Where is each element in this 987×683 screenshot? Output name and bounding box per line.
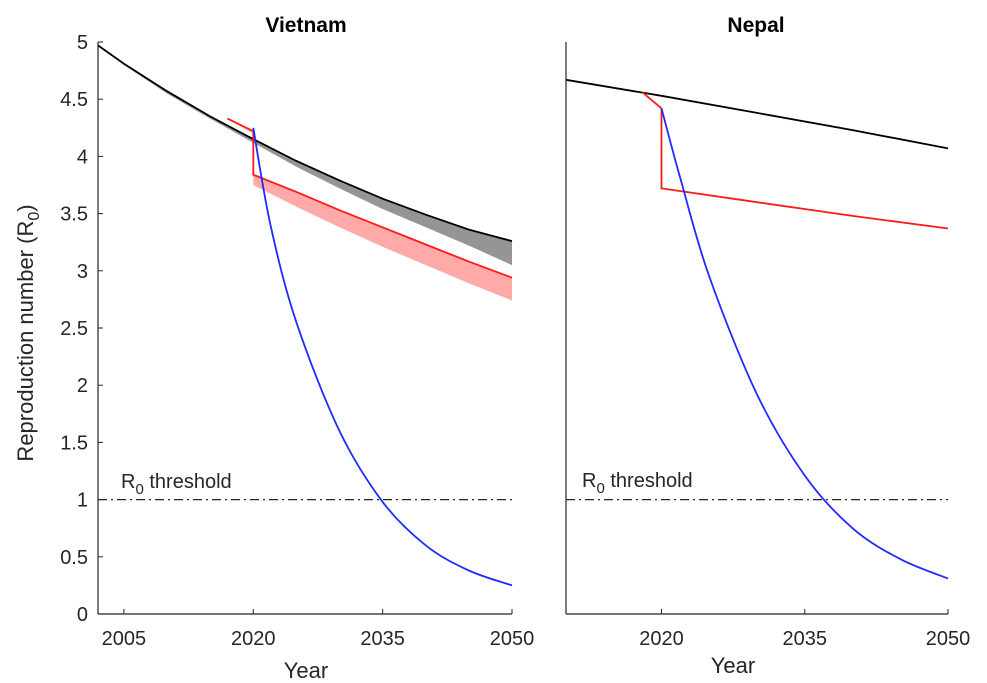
nepal-panel: Nepal 2020 2035 2050 R0 threshold Year bbox=[565, 14, 970, 678]
vietnam-y-tick-label: 2 bbox=[77, 375, 88, 397]
nepal-blue-line bbox=[660, 108, 949, 580]
nepal-x-tick-label: 2050 bbox=[926, 628, 971, 650]
vietnam-y-tick-label: 2.5 bbox=[60, 318, 88, 340]
vietnam-title: Vietnam bbox=[265, 14, 346, 37]
nepal-ticks: 2020 2035 2050 bbox=[639, 609, 970, 650]
nepal-x-axis-label: Year bbox=[711, 653, 755, 678]
vietnam-threshold-r: R bbox=[121, 471, 135, 493]
vietnam-x-tick-label: 2035 bbox=[360, 628, 405, 650]
vietnam-threshold-rest: threshold bbox=[144, 471, 232, 493]
vietnam-black-uncertainty-band bbox=[98, 45, 512, 266]
vietnam-y-tick-label: 1 bbox=[77, 490, 88, 512]
vietnam-y-tick-label: 4 bbox=[77, 146, 88, 168]
vietnam-axes bbox=[97, 42, 512, 615]
vietnam-red-line bbox=[227, 117, 513, 279]
vietnam-black-line bbox=[97, 44, 513, 242]
vietnam-y-tick-label: 0 bbox=[77, 604, 88, 626]
vietnam-x-axis-label: Year bbox=[284, 658, 328, 683]
vietnam-y-tick-label: 3.5 bbox=[60, 204, 88, 226]
vietnam-panel: Vietnam 2005 2020 2035 2050 0 0.5 1 1.5 2 2.5 3 3.5… bbox=[60, 14, 534, 683]
nepal-threshold-r: R bbox=[582, 470, 596, 492]
nepal-axes bbox=[565, 42, 948, 615]
vietnam-threshold-sub: 0 bbox=[135, 481, 143, 498]
nepal-threshold-sub: 0 bbox=[596, 480, 604, 497]
vietnam-x-tick-label: 2005 bbox=[102, 628, 147, 650]
vietnam-y-tick-label: 5 bbox=[77, 32, 88, 54]
nepal-threshold-label: R0 threshold bbox=[582, 470, 693, 497]
y-axis-label-main: Reproduction number (R bbox=[13, 221, 38, 462]
nepal-lines bbox=[565, 78, 949, 580]
y-axis-label-close: ) bbox=[13, 204, 38, 211]
vietnam-threshold-label: R0 threshold bbox=[121, 471, 232, 498]
vietnam-x-tick-label: 2020 bbox=[231, 628, 276, 650]
vietnam-y-tick-label: 1.5 bbox=[60, 432, 88, 454]
nepal-title: Nepal bbox=[727, 14, 784, 37]
vietnam-y-tick-label: 4.5 bbox=[60, 89, 88, 111]
nepal-x-tick-label: 2020 bbox=[639, 628, 684, 650]
nepal-red-line bbox=[641, 91, 949, 230]
y-axis-label-subscript: 0 bbox=[26, 212, 43, 221]
vietnam-blue-line bbox=[252, 127, 513, 587]
vietnam-red-uncertainty-band bbox=[227, 118, 512, 301]
vietnam-lines bbox=[97, 44, 513, 587]
nepal-x-tick-label: 2035 bbox=[783, 628, 828, 650]
vietnam-bands bbox=[98, 45, 512, 301]
nepal-black-line bbox=[565, 78, 949, 150]
vietnam-x-tick-label: 2050 bbox=[490, 628, 535, 650]
vietnam-y-tick-label: 3 bbox=[77, 261, 88, 283]
vietnam-ticks: 2005 2020 2035 2050 0 0.5 1 1.5 2 2.5 3 3.5 4 4.5 5 bbox=[60, 32, 534, 650]
y-axis-label: Reproduction number (R0) bbox=[13, 204, 43, 461]
nepal-threshold-rest: threshold bbox=[605, 470, 693, 492]
vietnam-y-tick-label: 0.5 bbox=[60, 547, 88, 569]
